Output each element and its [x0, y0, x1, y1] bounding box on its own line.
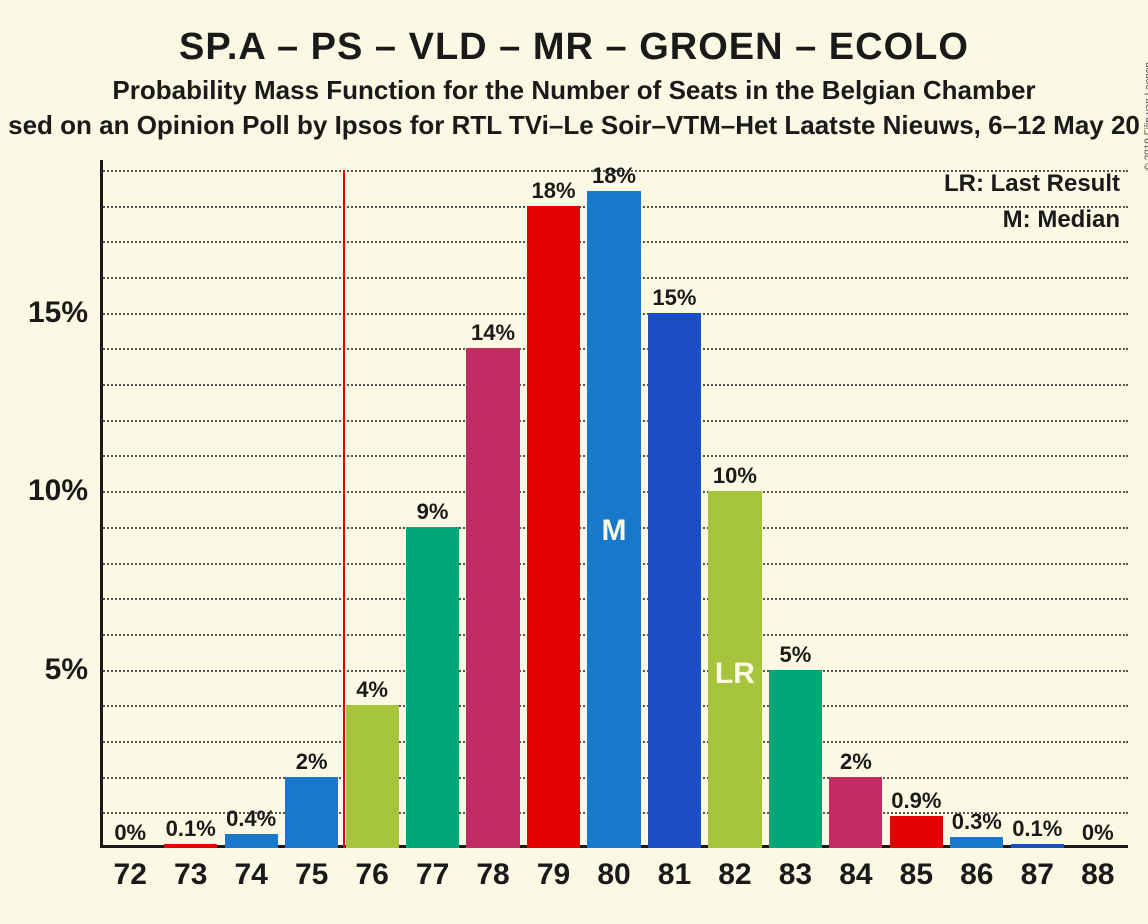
majority-threshold-line [343, 170, 345, 848]
bar: 10%LR [708, 491, 761, 848]
bar-value-label: 4% [356, 677, 388, 703]
bar-value-label: 0% [1082, 820, 1114, 846]
legend-entry: LR: Last Result [944, 170, 1120, 198]
x-axis-label: 78 [476, 858, 509, 892]
bar-value-label: 0.4% [226, 806, 276, 832]
bar-value-label: 15% [652, 285, 696, 311]
bar-value-label: 18% [531, 178, 575, 204]
bar-value-label: 0.1% [1012, 816, 1062, 842]
bar-value-label: 10% [713, 463, 757, 489]
bar: 9% [406, 527, 459, 848]
bar-annotation: M [601, 514, 626, 548]
page-subtitle-2: sed on an Opinion Poll by Ipsos for RTL … [0, 110, 1148, 141]
x-axis-label: 75 [295, 858, 328, 892]
x-axis-label: 84 [839, 858, 872, 892]
x-axis-label: 77 [416, 858, 449, 892]
x-axis-label: 86 [960, 858, 993, 892]
bar-value-label: 14% [471, 320, 515, 346]
x-axis-label: 87 [1021, 858, 1054, 892]
bar-annotation: LR [715, 657, 755, 691]
bar: 14% [466, 348, 519, 848]
y-axis-label: 5% [45, 653, 88, 687]
x-axis-label: 88 [1081, 858, 1114, 892]
x-axis-label: 73 [174, 858, 207, 892]
bar: 18% [527, 206, 580, 848]
y-axis-label: 10% [28, 474, 88, 508]
x-axis-label: 72 [114, 858, 147, 892]
x-axis-label: 85 [900, 858, 933, 892]
bar-value-label: 0.3% [952, 809, 1002, 835]
page-subtitle-1: Probability Mass Function for the Number… [0, 75, 1148, 106]
copyright-text: © 2019 Filip van Laenen [1144, 62, 1148, 171]
bar: 0.1% [1011, 844, 1064, 848]
bar-value-label: 0.1% [166, 816, 216, 842]
x-axis-label: 79 [537, 858, 570, 892]
x-axis-label: 82 [718, 858, 751, 892]
bar: 2% [829, 777, 882, 848]
x-axis-label: 83 [779, 858, 812, 892]
chart-plot-area: 5%10%15%0%0.1%0.4%2%4%9%14%18%18%M15%10%… [100, 170, 1128, 848]
bar: 5% [769, 670, 822, 848]
x-axis-label: 76 [355, 858, 388, 892]
bar: 0.9% [890, 816, 943, 848]
bar-value-label: 9% [417, 499, 449, 525]
legend-entry: M: Median [1003, 206, 1120, 234]
x-axis-label: 81 [658, 858, 691, 892]
bar: 2% [285, 777, 338, 848]
bar-value-label: 5% [779, 642, 811, 668]
bar-value-label: 2% [840, 749, 872, 775]
x-axis-label: 80 [597, 858, 630, 892]
bar-value-label: 2% [296, 749, 328, 775]
bar: 4% [346, 705, 399, 848]
y-axis [100, 160, 103, 848]
bar-value-label: 18% [592, 163, 636, 189]
bar: 18%M [587, 191, 640, 848]
bar-value-label: 0.9% [891, 788, 941, 814]
x-axis-label: 74 [234, 858, 267, 892]
bar: 0.3% [950, 837, 1003, 848]
page-title: SP.A – PS – VLD – MR – GROEN – ECOLO [0, 0, 1148, 69]
y-axis-label: 15% [28, 296, 88, 330]
bar-value-label: 0% [114, 820, 146, 846]
bar: 0.1% [164, 844, 217, 848]
bar: 0.4% [225, 834, 278, 848]
bar: 15% [648, 313, 701, 848]
